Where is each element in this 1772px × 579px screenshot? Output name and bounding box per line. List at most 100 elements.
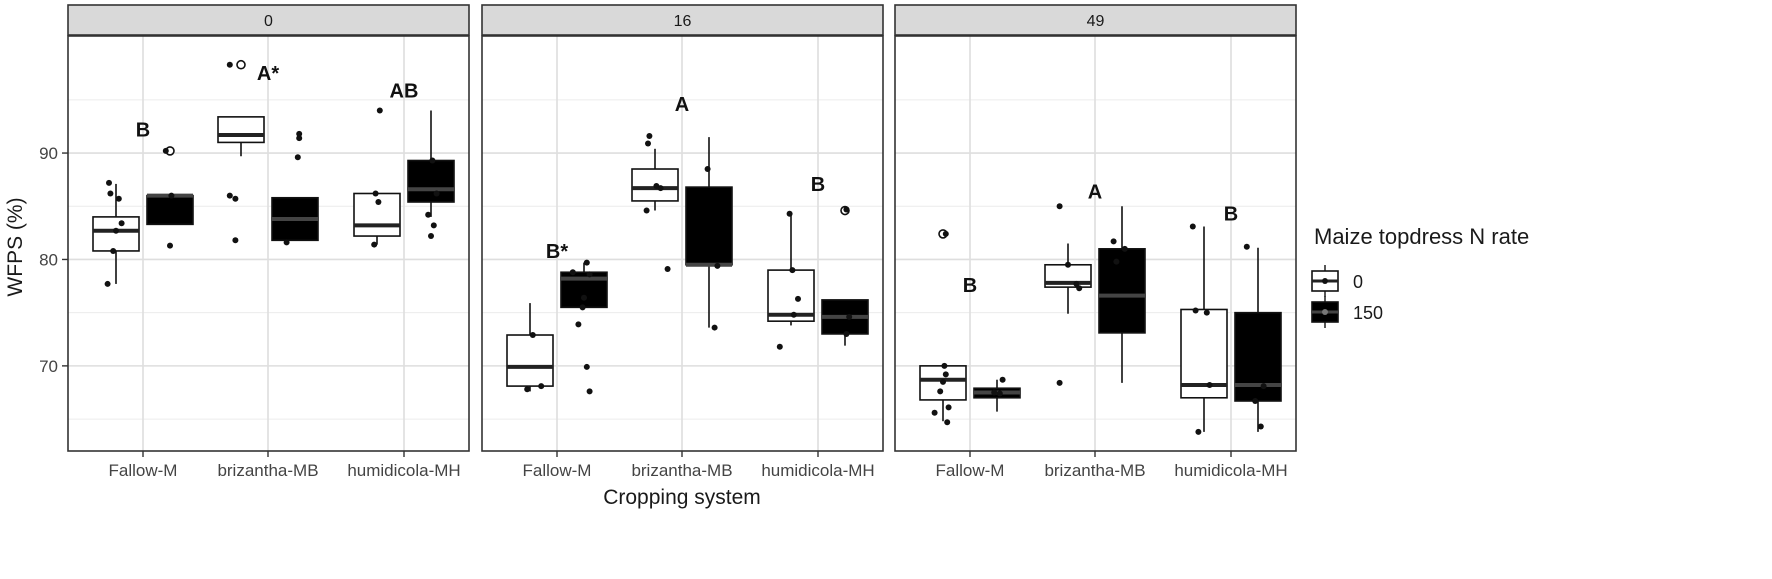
facet-strip-label: 0 <box>264 13 273 30</box>
data-point <box>107 190 114 197</box>
data-point <box>996 390 1003 397</box>
box <box>767 269 815 322</box>
data-point <box>113 227 119 234</box>
box <box>146 194 194 226</box>
x-tick-label: humidicola-MH <box>761 461 874 480</box>
data-point <box>664 266 671 273</box>
data-point <box>1257 423 1264 430</box>
data-point <box>1065 261 1071 268</box>
data-point <box>1195 428 1202 435</box>
significance-letter: A <box>675 94 689 116</box>
data-point <box>168 192 175 199</box>
data-point <box>944 419 951 426</box>
legend-key-point <box>1322 278 1328 284</box>
data-point <box>1073 280 1080 287</box>
facet-strip-label: 16 <box>674 13 692 30</box>
significance-letter: B* <box>546 241 568 263</box>
x-tick-label: Fallow-M <box>523 461 592 480</box>
data-point <box>1260 383 1267 390</box>
significance-letter: B <box>811 174 825 196</box>
data-point <box>579 304 586 311</box>
data-point <box>1206 382 1213 389</box>
y-tick-label: 90 <box>39 144 58 163</box>
box <box>506 334 554 387</box>
data-point <box>941 362 948 369</box>
x-tick-label: brizantha-MB <box>1044 461 1145 480</box>
data-point <box>569 269 576 276</box>
data-point <box>1121 245 1128 252</box>
data-point <box>433 190 440 197</box>
data-point <box>645 140 651 147</box>
data-point <box>1252 397 1259 404</box>
data-point <box>371 241 378 248</box>
legend-title: Maize topdress N rate <box>1314 224 1529 249</box>
data-point <box>372 190 379 197</box>
data-point <box>942 230 949 237</box>
data-point <box>425 211 432 218</box>
data-point <box>776 343 783 350</box>
data-point <box>115 195 122 202</box>
data-point <box>786 210 793 217</box>
data-point <box>1110 238 1117 245</box>
data-point <box>945 404 952 411</box>
box <box>217 116 265 144</box>
data-point <box>1056 203 1063 210</box>
significance-letter: AB <box>390 80 419 102</box>
data-point <box>1113 258 1120 265</box>
legend-key-point <box>1322 309 1328 315</box>
x-tick-label: humidicola-MH <box>1174 461 1287 480</box>
significance-letter: B <box>963 275 977 297</box>
data-point <box>106 179 112 186</box>
data-point <box>711 324 718 331</box>
significance-letter: B <box>1224 204 1238 226</box>
data-point <box>167 242 173 249</box>
significance-letter: A* <box>257 63 279 85</box>
data-point <box>1243 243 1250 250</box>
legend-label: 150 <box>1353 303 1383 323</box>
data-point <box>1076 285 1083 292</box>
data-point <box>581 294 587 301</box>
x-tick-label: humidicola-MH <box>347 461 460 480</box>
facet-strip <box>67 4 470 36</box>
x-tick-label: Fallow-M <box>109 461 178 480</box>
data-point <box>429 157 436 164</box>
data-point <box>296 130 303 137</box>
data-point <box>586 271 593 278</box>
y-axis-title: WFPS (%) <box>4 197 27 296</box>
data-point <box>110 247 117 254</box>
x-tick-label: brizantha-MB <box>217 461 318 480</box>
y-tick-label: 70 <box>39 357 58 376</box>
data-point <box>846 313 853 320</box>
data-point <box>232 237 239 244</box>
data-point <box>575 321 582 328</box>
data-point <box>714 262 721 269</box>
data-point <box>428 233 434 240</box>
data-point <box>232 195 239 202</box>
data-point <box>937 388 944 395</box>
data-point <box>583 363 590 370</box>
data-point <box>375 199 382 205</box>
x-tick-label: brizantha-MB <box>631 461 732 480</box>
data-point <box>283 239 290 246</box>
data-point <box>524 386 531 393</box>
data-point <box>790 311 797 318</box>
significance-letter: B <box>136 120 150 142</box>
data-point <box>795 295 801 302</box>
significance-letter: A <box>1088 181 1102 203</box>
data-point <box>1203 309 1210 316</box>
outlier-point <box>236 59 246 70</box>
data-point <box>162 147 169 154</box>
data-point <box>789 267 796 274</box>
data-point <box>704 166 711 173</box>
data-point <box>643 207 650 214</box>
data-point <box>376 107 383 114</box>
data-point <box>843 330 850 337</box>
box <box>92 216 140 252</box>
data-point <box>104 280 111 287</box>
data-point <box>1192 307 1199 314</box>
x-axis-title: Cropping system <box>603 486 761 509</box>
y-tick-label: 80 <box>39 250 58 269</box>
data-point <box>226 192 233 199</box>
box <box>685 186 733 266</box>
